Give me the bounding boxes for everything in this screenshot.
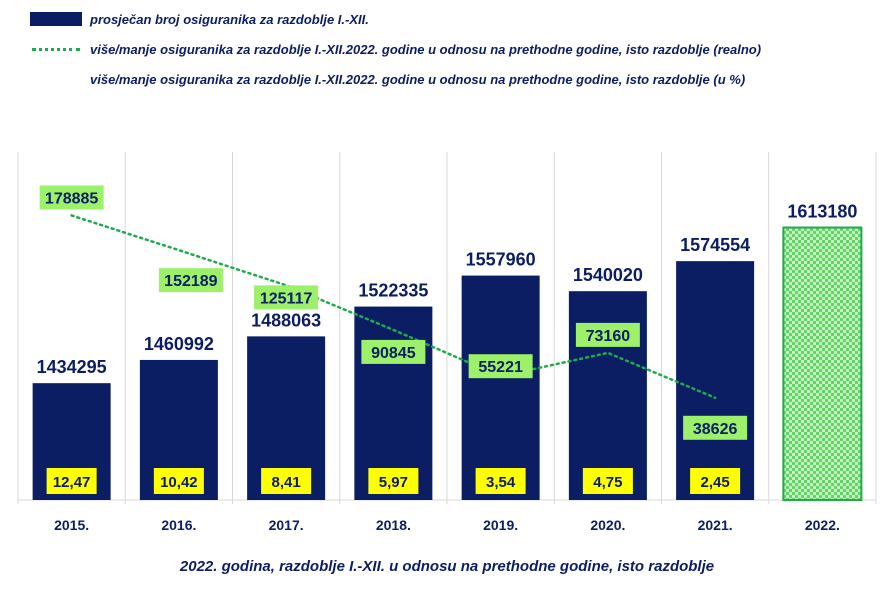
line-value-label: 38626 (693, 421, 738, 438)
line-value-label: 125117 (260, 290, 313, 307)
line-value-label: 178885 (45, 190, 98, 207)
percent-label: 2,45 (701, 474, 730, 491)
x-tick-label: 2022. (805, 517, 840, 533)
bar-value-label: 1540020 (573, 265, 643, 285)
percent-label: 10,42 (160, 474, 198, 491)
x-tick-label: 2015. (54, 517, 89, 533)
legend-bar-swatch (30, 12, 82, 26)
chart-caption: 2022. godina, razdoblje I.-XII. u odnosu… (179, 558, 715, 575)
bar-value-label: 1613180 (787, 202, 857, 222)
difference-line (70, 214, 717, 400)
line-value-box (575, 322, 640, 347)
legend-item-line: više/manje osiguranika za razdoblje I.-X… (30, 34, 870, 64)
line-value-box (39, 185, 104, 210)
legend: prosječan broj osiguranika za razdoblje … (30, 4, 870, 94)
x-tick-label: 2017. (269, 517, 304, 533)
legend-item-bars: prosječan broj osiguranika za razdoblje … (30, 4, 870, 34)
line-value-label: 73160 (586, 328, 631, 345)
legend-percent-label: više/manje osiguranika za razdoblje I.-X… (90, 71, 746, 87)
x-tick-label: 2019. (483, 517, 518, 533)
legend-item-percent: više/manje osiguranika za razdoblje I.-X… (30, 64, 870, 94)
x-tick-label: 2020. (590, 517, 625, 533)
percent-label: 8,41 (272, 474, 301, 491)
bar (782, 226, 863, 502)
line-value-box (158, 268, 223, 293)
percent-label-box (582, 468, 633, 494)
percent-label-box (690, 468, 741, 494)
line-value-box (683, 415, 748, 440)
bar-value-label: 1574554 (680, 235, 750, 255)
line-value-label: 152189 (164, 273, 217, 290)
percent-label-box (368, 468, 419, 494)
line-value-label: 90845 (371, 345, 416, 362)
bar-value-label: 1460992 (144, 334, 214, 354)
percent-label-box (261, 468, 312, 494)
bar-value-label: 1434295 (37, 357, 107, 377)
percent-label-box (475, 468, 526, 494)
bar-value-label: 1488063 (251, 310, 321, 330)
x-tick-label: 2021. (698, 517, 733, 533)
line-value-label: 55221 (478, 359, 523, 376)
legend-bar-label: prosječan broj osiguranika za razdoblje … (90, 11, 369, 27)
x-tick-label: 2016. (161, 517, 196, 533)
legend-line-label: više/manje osiguranika za razdoblje I.-X… (90, 41, 762, 57)
line-value-box (254, 285, 319, 310)
percent-label: 4,75 (593, 474, 622, 491)
bar (676, 261, 755, 500)
percent-label: 5,97 (379, 474, 408, 491)
line-value-box (361, 339, 426, 364)
percent-label: 12,47 (53, 474, 91, 491)
percent-label: 3,54 (486, 474, 516, 491)
bar (354, 306, 433, 500)
line-value-box (468, 354, 533, 379)
bar-value-label: 1522335 (358, 281, 428, 301)
percent-label-box (46, 468, 97, 494)
bar (461, 275, 540, 500)
percent-label-box (153, 468, 204, 494)
legend-line-swatch (30, 42, 82, 56)
bar-value-label: 1557960 (466, 250, 536, 270)
x-tick-label: 2018. (376, 517, 411, 533)
